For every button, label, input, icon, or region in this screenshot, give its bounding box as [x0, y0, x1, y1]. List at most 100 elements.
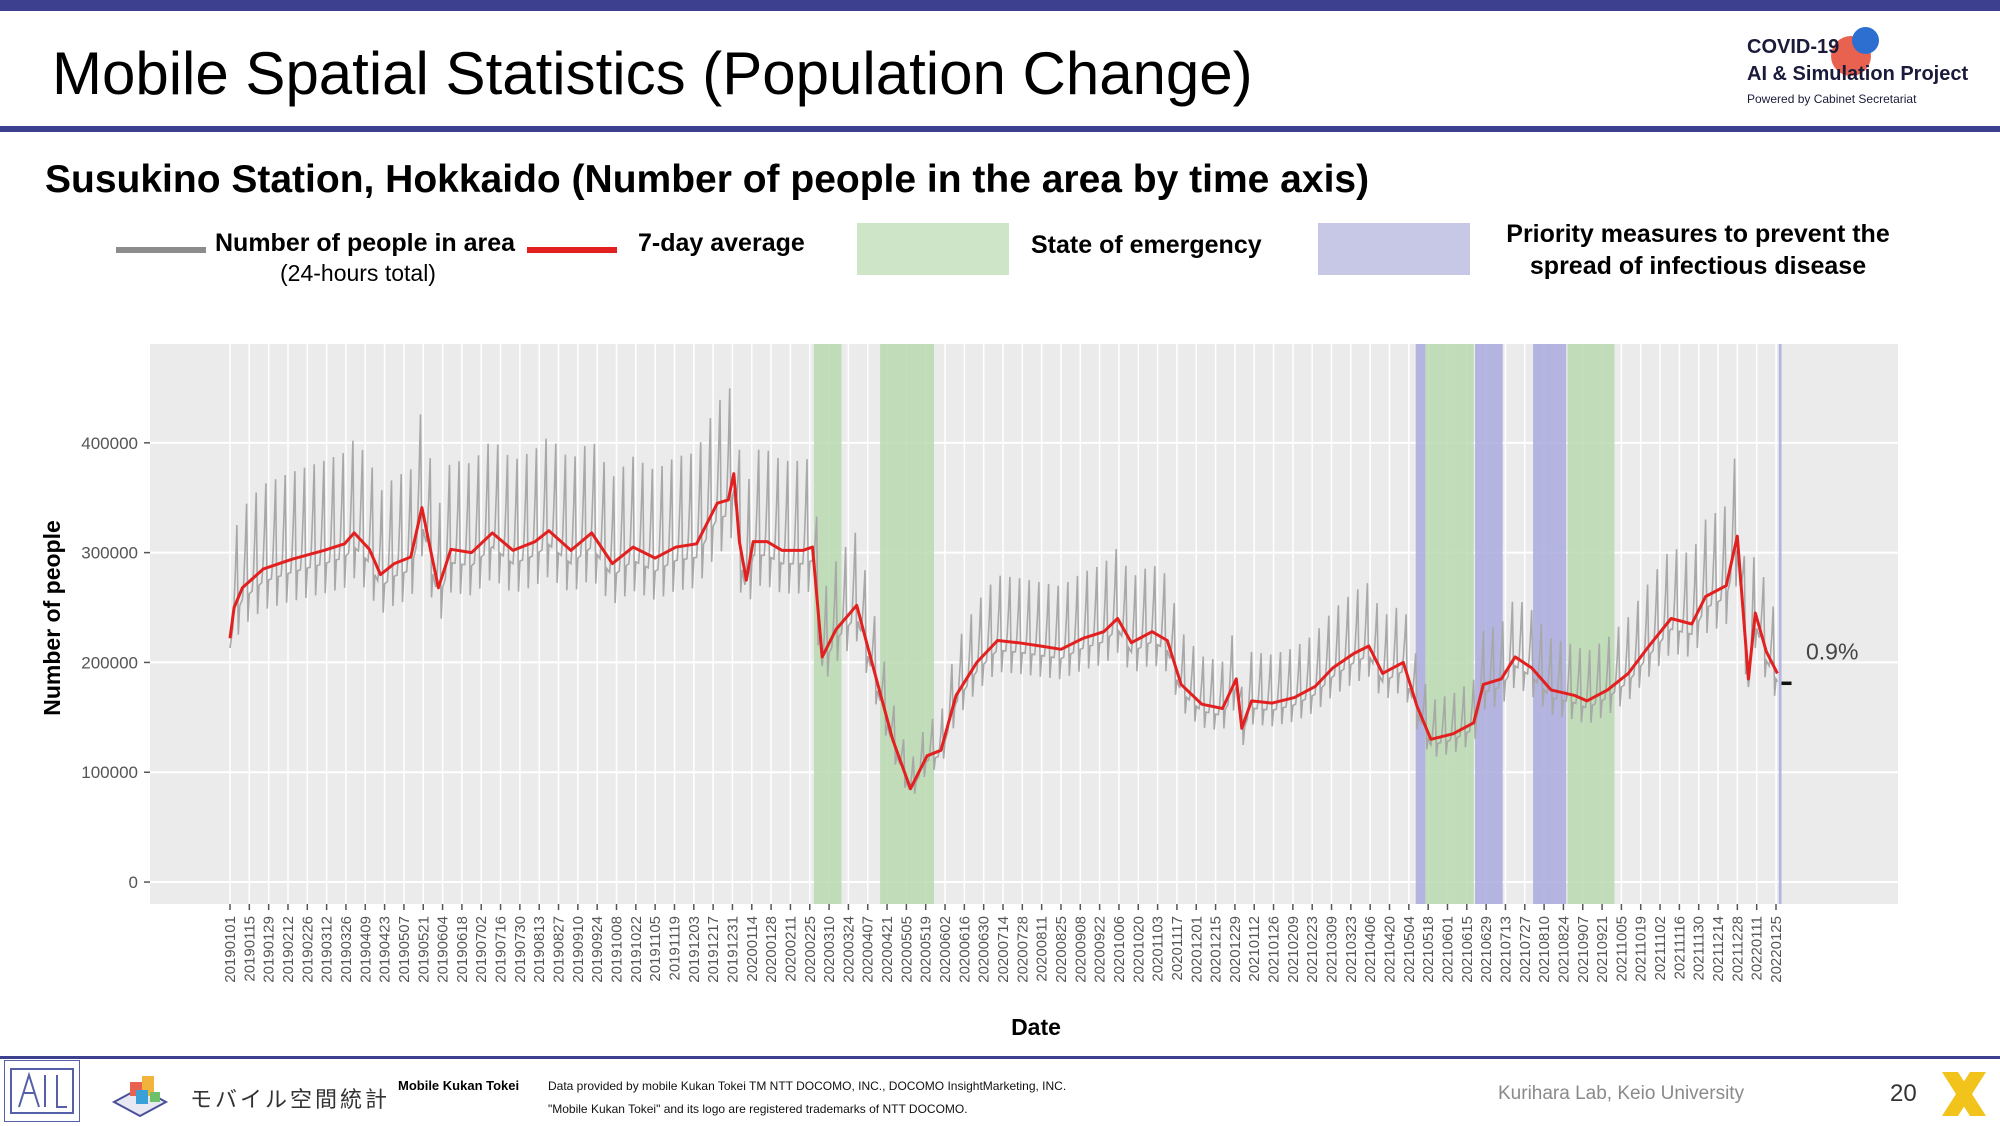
x-tick-label: 20200324 — [840, 916, 857, 983]
x-tick-label: 20201006 — [1111, 916, 1128, 983]
x-tick-label: 20211019 — [1633, 916, 1650, 982]
x-tick-label: 20210629 — [1478, 916, 1495, 983]
x-tick-label: 20200630 — [976, 916, 993, 983]
priority-band — [1778, 344, 1782, 904]
axis-labels: Date Number of people — [39, 520, 1061, 1040]
x-tick-label: 20210601 — [1439, 916, 1456, 983]
x-tick-label: 20190312 — [319, 916, 336, 983]
y-tick-label: 300000 — [81, 544, 138, 563]
covid-ai-logo: COVID-19 AI & Simulation Project Powered… — [1745, 27, 1985, 112]
title-divider — [0, 126, 2000, 132]
y-axis: 0 100000 200000 300000 400000 — [81, 434, 150, 892]
lab-credit: Kurihara Lab, Keio University — [1498, 1083, 1745, 1104]
x-tick-label: 20210727 — [1517, 916, 1534, 983]
x-tick-label: 20191022 — [628, 916, 645, 983]
x-tick-label: 20190521 — [415, 916, 432, 983]
x-tick-label: 20210309 — [1324, 916, 1341, 983]
x-tick-label: 20211130 — [1691, 916, 1708, 981]
x-tick-label: 20220111 — [1749, 916, 1766, 981]
x-tick-label: 20190813 — [531, 916, 548, 983]
footer-divider — [0, 1056, 2000, 1059]
x-tick-label: 20210323 — [1343, 916, 1360, 983]
projection-label: 0.9% — [1806, 638, 1858, 664]
raw-series-group — [229, 388, 1779, 794]
x-tick-label: 20190716 — [493, 916, 510, 983]
x-tick-label: 20190827 — [551, 916, 568, 983]
x-tick-label: 20200211 — [782, 916, 799, 982]
x-tick-label: 20210223 — [1304, 916, 1321, 983]
x-tick-label: 20190924 — [589, 916, 606, 983]
priority-band — [1415, 344, 1426, 904]
legend-priority-swatch — [1318, 223, 1470, 275]
x-tick-label: 20190507 — [396, 916, 413, 983]
slide-title: Mobile Spatial Statistics (Population Ch… — [52, 40, 1253, 107]
page-number: 20 — [1890, 1080, 1917, 1107]
y-tick-label: 400000 — [81, 434, 138, 453]
x-tick-label: 20200519 — [918, 916, 935, 983]
corner-x-icon — [1942, 1072, 1986, 1116]
x-axis-label: Date — [1011, 1014, 1061, 1040]
x-tick-label: 20190618 — [454, 916, 471, 983]
x-tick-label: 20210504 — [1401, 916, 1418, 983]
x-tick-label: 20210112 — [1246, 916, 1263, 982]
logo-line-1: COVID-19 — [1747, 36, 1840, 58]
x-tick-label: 20211116 — [1671, 916, 1688, 979]
x-tick-label: 20200421 — [879, 916, 896, 983]
priority-band — [1533, 344, 1567, 904]
x-tick-label: 20201229 — [1227, 916, 1244, 983]
logo-line-2: AI & Simulation Project — [1747, 63, 1969, 85]
mobile-kukan-tokei-logo-icon — [111, 1076, 169, 1118]
x-tick-label: 20200505 — [898, 916, 915, 983]
x-tick-label: 20210518 — [1420, 916, 1437, 983]
x-tick-label: 20190212 — [280, 916, 297, 983]
x-tick-label: 20200728 — [1014, 916, 1031, 983]
x-tick-label: 20190226 — [299, 916, 316, 983]
x-tick-label: 20210209 — [1285, 916, 1302, 983]
x-tick-label: 20210824 — [1555, 916, 1572, 983]
x-tick-label: 20200310 — [821, 916, 838, 983]
x-tick-label: 20190702 — [473, 916, 490, 983]
x-tick-label: 20201020 — [1130, 916, 1147, 983]
raw-series-line — [229, 388, 1779, 794]
x-tick-label: 20200407 — [860, 916, 877, 983]
x-tick-label: 20211214 — [1710, 916, 1727, 982]
x-tick-label: 20210126 — [1266, 916, 1283, 983]
x-tick-label: 20201103 — [1150, 916, 1167, 982]
x-tick-label: 20200114 — [744, 916, 761, 982]
mk-name: Mobile Kukan Tokei — [398, 1078, 520, 1093]
average-series-group: 0.9% — [228, 472, 1858, 791]
x-tick-label: 20210713 — [1497, 916, 1514, 983]
plot-panel — [150, 344, 1898, 904]
x-tick-label: 20211102 — [1652, 916, 1669, 981]
legend-raw-sublabel: (24-hours total) — [280, 260, 436, 286]
average-series-line — [228, 472, 1779, 791]
x-tick-label: 20191008 — [609, 916, 626, 983]
x-tick-label: 20190101 — [222, 916, 239, 983]
x-tick-label: 20200616 — [956, 916, 973, 983]
x-tick-label: 20200128 — [763, 916, 780, 983]
top-accent-bar — [0, 0, 2000, 11]
x-tick-label: 20191105 — [647, 916, 664, 982]
x-tick-label: 20210420 — [1382, 916, 1399, 983]
emergency-band — [1567, 344, 1615, 904]
x-tick-label: 20191119 — [666, 916, 683, 981]
y-tick-label: 200000 — [81, 653, 138, 672]
x-tick-label: 20200811 — [1034, 916, 1051, 982]
x-tick-label: 20210921 — [1594, 916, 1611, 983]
legend-avg-swatch — [527, 247, 617, 253]
legend-emergency-label: State of emergency — [1031, 231, 1262, 259]
logo-blue-dot-icon — [1852, 27, 1879, 54]
x-tick-label: 20211005 — [1613, 916, 1630, 982]
data-credit-line-2: "Mobile Kukan Tokei" and its logo are re… — [548, 1102, 968, 1116]
chart-subtitle: Susukino Station, Hokkaido (Number of pe… — [45, 158, 1370, 201]
x-tick-label: 20210810 — [1536, 916, 1553, 983]
legend-priority-label: Priority measures to prevent the spread … — [1506, 220, 1890, 280]
legend-avg-label: 7-day average — [638, 229, 805, 257]
x-tick-label: 20200714 — [995, 916, 1012, 983]
x-tick-label: 20211228 — [1729, 916, 1746, 982]
lab-logo-icon — [4, 1060, 80, 1122]
x-tick-label: 20200225 — [802, 916, 819, 983]
x-tick-label: 20190326 — [338, 916, 355, 983]
x-tick-label: 20191217 — [705, 916, 722, 983]
